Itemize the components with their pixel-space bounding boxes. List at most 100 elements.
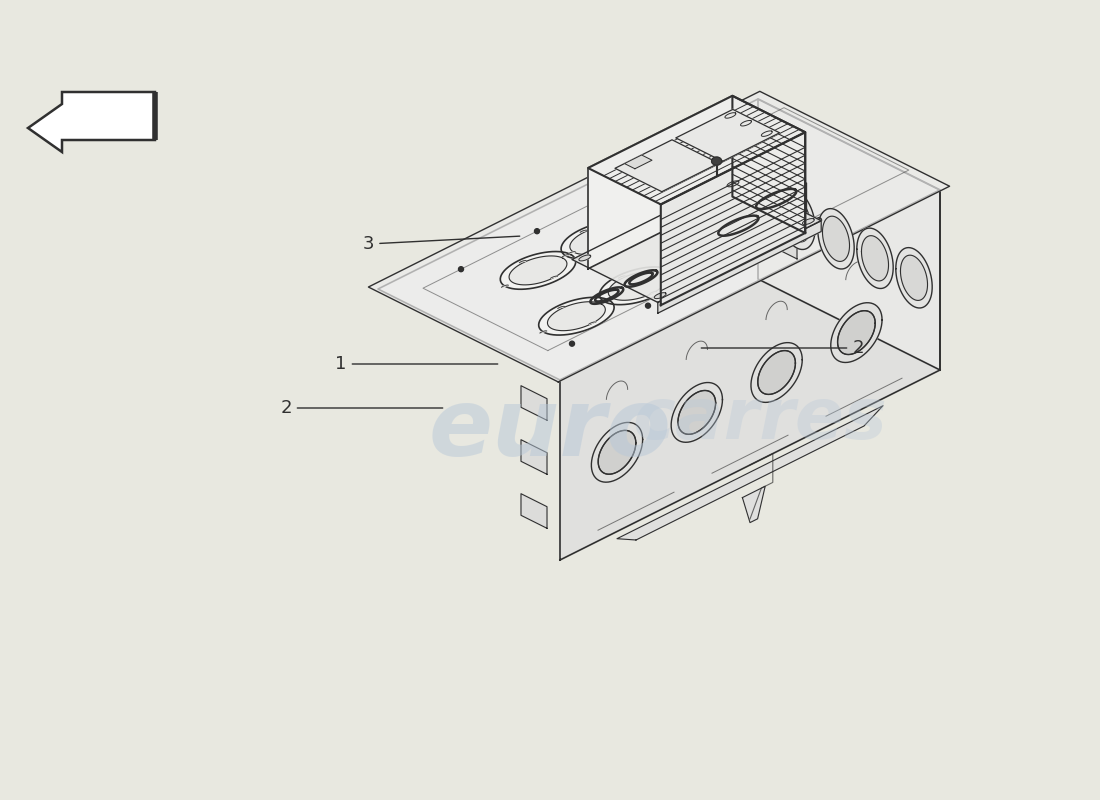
- Circle shape: [646, 303, 650, 308]
- Polygon shape: [654, 293, 667, 298]
- Polygon shape: [650, 291, 657, 294]
- Polygon shape: [368, 91, 949, 382]
- Polygon shape: [671, 382, 723, 442]
- Polygon shape: [601, 301, 607, 302]
- Polygon shape: [561, 221, 637, 259]
- Polygon shape: [789, 206, 796, 209]
- Polygon shape: [588, 96, 805, 205]
- Polygon shape: [751, 342, 802, 402]
- Polygon shape: [771, 230, 778, 233]
- Polygon shape: [733, 96, 805, 233]
- Polygon shape: [658, 221, 822, 314]
- Polygon shape: [521, 386, 547, 420]
- Polygon shape: [608, 271, 667, 300]
- Polygon shape: [857, 228, 893, 289]
- Polygon shape: [758, 210, 798, 259]
- Polygon shape: [722, 206, 796, 244]
- Polygon shape: [625, 155, 652, 169]
- Polygon shape: [758, 157, 798, 205]
- Polygon shape: [617, 406, 883, 540]
- Polygon shape: [660, 237, 736, 274]
- Polygon shape: [28, 92, 155, 152]
- Text: carres: carres: [632, 386, 888, 454]
- Polygon shape: [521, 494, 547, 528]
- Polygon shape: [669, 241, 727, 270]
- Circle shape: [629, 181, 635, 186]
- Circle shape: [459, 266, 463, 272]
- Polygon shape: [598, 430, 636, 474]
- Polygon shape: [618, 276, 626, 278]
- Polygon shape: [592, 422, 642, 482]
- Polygon shape: [730, 210, 788, 239]
- Circle shape: [725, 134, 729, 138]
- Polygon shape: [629, 222, 636, 223]
- Circle shape: [816, 218, 822, 222]
- Polygon shape: [861, 236, 889, 281]
- Polygon shape: [558, 306, 564, 309]
- Polygon shape: [540, 331, 547, 333]
- Polygon shape: [758, 350, 795, 394]
- Polygon shape: [672, 215, 679, 218]
- Polygon shape: [742, 486, 766, 522]
- Polygon shape: [502, 285, 508, 287]
- Polygon shape: [519, 261, 526, 262]
- Polygon shape: [600, 267, 675, 305]
- Polygon shape: [823, 216, 849, 262]
- Polygon shape: [598, 430, 636, 474]
- Polygon shape: [692, 165, 749, 194]
- Polygon shape: [560, 190, 940, 560]
- Polygon shape: [837, 310, 876, 354]
- Polygon shape: [607, 298, 614, 300]
- Polygon shape: [521, 440, 547, 474]
- Polygon shape: [803, 218, 814, 225]
- Polygon shape: [550, 276, 558, 278]
- Polygon shape: [641, 200, 648, 202]
- Polygon shape: [837, 310, 876, 354]
- Polygon shape: [548, 302, 605, 330]
- Polygon shape: [783, 197, 811, 242]
- Polygon shape: [777, 183, 806, 252]
- Polygon shape: [588, 322, 596, 324]
- Polygon shape: [901, 255, 927, 301]
- Polygon shape: [661, 270, 669, 272]
- Circle shape: [535, 229, 539, 234]
- Polygon shape: [572, 178, 822, 302]
- Polygon shape: [727, 181, 739, 186]
- Polygon shape: [733, 185, 740, 187]
- Polygon shape: [728, 237, 735, 239]
- Polygon shape: [830, 302, 882, 362]
- Text: 2: 2: [702, 339, 864, 357]
- Polygon shape: [751, 161, 758, 162]
- Polygon shape: [661, 132, 805, 306]
- Circle shape: [570, 341, 574, 346]
- Polygon shape: [758, 350, 795, 394]
- Polygon shape: [723, 240, 729, 242]
- Polygon shape: [711, 261, 717, 263]
- Polygon shape: [702, 170, 708, 171]
- Polygon shape: [684, 194, 691, 196]
- Polygon shape: [569, 252, 575, 254]
- Text: 2: 2: [280, 399, 442, 417]
- Polygon shape: [683, 160, 758, 198]
- Polygon shape: [817, 209, 855, 269]
- Polygon shape: [678, 390, 716, 434]
- Text: 1: 1: [336, 355, 497, 373]
- Polygon shape: [562, 254, 569, 257]
- Polygon shape: [615, 140, 718, 192]
- Polygon shape: [500, 251, 575, 290]
- Polygon shape: [580, 230, 587, 232]
- Polygon shape: [895, 247, 932, 308]
- Polygon shape: [690, 191, 696, 193]
- Polygon shape: [712, 157, 722, 165]
- Polygon shape: [675, 110, 780, 162]
- Polygon shape: [539, 298, 614, 335]
- Polygon shape: [779, 189, 815, 250]
- Polygon shape: [680, 246, 686, 248]
- Polygon shape: [509, 256, 566, 285]
- Polygon shape: [678, 390, 716, 434]
- Polygon shape: [740, 215, 747, 218]
- Polygon shape: [579, 255, 591, 261]
- Polygon shape: [758, 99, 940, 370]
- Polygon shape: [621, 190, 697, 229]
- Circle shape: [740, 256, 746, 261]
